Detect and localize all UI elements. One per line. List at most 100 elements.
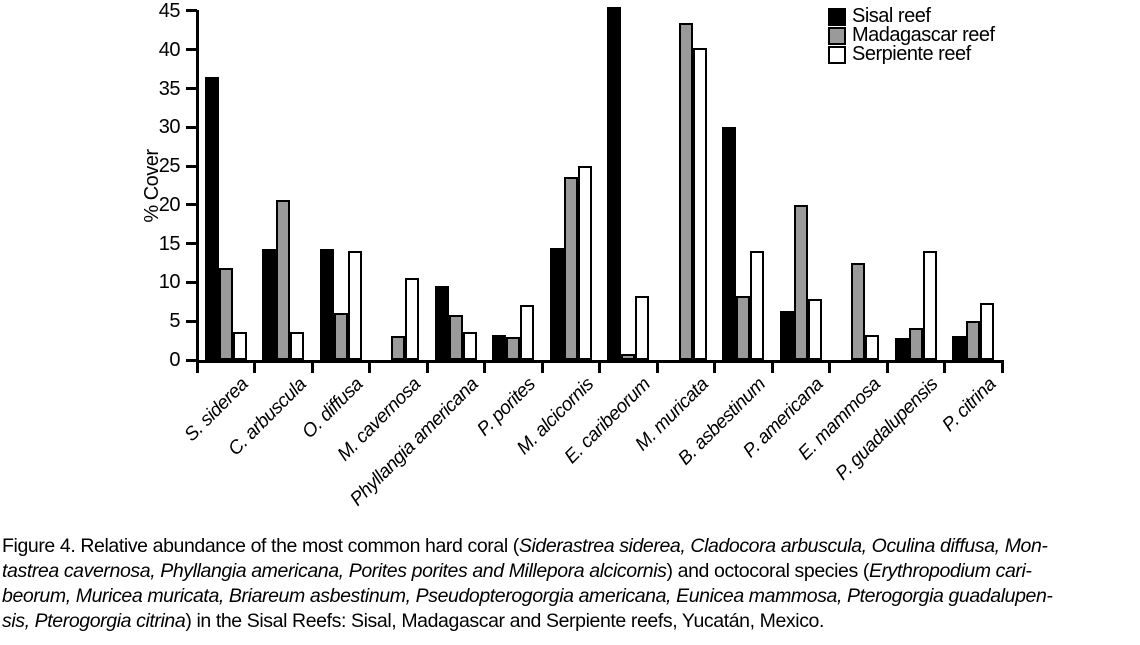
y-axis-tick [186, 164, 197, 168]
caption-text: Figure 4. Relative abundance of the most… [2, 535, 519, 557]
x-axis-tick [195, 360, 199, 373]
bar-madagascar-reef [333, 313, 348, 360]
legend-swatch-icon [828, 45, 846, 64]
x-axis-tick [598, 360, 601, 373]
x-category-label: P. citrina [938, 374, 1001, 436]
x-axis-tick [368, 360, 371, 373]
bar-sisal-reef [952, 335, 967, 360]
bar-madagascar-reef [621, 353, 636, 360]
bar-madagascar-reef [793, 204, 808, 360]
caption-species-text: beorum, Muricea muricata, Briareum asbes… [2, 585, 1053, 607]
x-axis-tick [483, 360, 486, 373]
y-tick-label: 20 [158, 193, 181, 216]
caption-text: ) in the Sisal Reefs: Sisal, Madagascar … [185, 610, 825, 632]
bar-sisal-reef [319, 249, 334, 360]
bar-sisal-reef [607, 7, 622, 360]
bar-serpiente-reef [635, 296, 650, 360]
y-tick-label: 0 [169, 349, 180, 371]
legend-label: Madagascar reef [852, 24, 995, 46]
y-axis-tick [186, 358, 197, 362]
y-tick-label: 30 [158, 116, 181, 139]
legend-label: Serpiente reef [852, 43, 971, 65]
legend-label: Sisal reef [852, 5, 931, 27]
bar-sisal-reef [549, 248, 564, 360]
bar-sisal-reef [262, 249, 277, 360]
caption-line: tastrea cavernosa, Phyllangia americana,… [2, 559, 1138, 584]
x-axis-tick [828, 360, 831, 373]
bar-madagascar-reef [506, 336, 521, 360]
bar-madagascar-reef [908, 328, 923, 360]
x-axis-tick [310, 360, 314, 373]
caption-line: sis, Pterogorgia citrina) in the Sisal R… [2, 609, 1138, 634]
y-tick-label: 10 [158, 271, 181, 294]
caption-species-text: sis, Pterogorgia citrina [2, 610, 186, 632]
x-axis-tick [540, 360, 544, 373]
y-tick-label: 5 [169, 310, 180, 333]
bar-serpiente-reef [520, 304, 535, 360]
bar-madagascar-reef [563, 176, 578, 360]
x-axis-tick [885, 360, 889, 373]
bar-sisal-reef [894, 337, 909, 360]
bar-madagascar-reef [851, 263, 866, 360]
x-axis-tick [770, 360, 774, 373]
bar-sisal-reef [492, 335, 507, 360]
caption-species-text: tastrea cavernosa, Phyllangia americana,… [2, 560, 667, 582]
bar-serpiente-reef [347, 250, 362, 360]
bar-serpiente-reef [692, 48, 707, 360]
legend-item: Sisal reef [828, 5, 995, 27]
bar-serpiente-reef [290, 332, 305, 360]
bar-serpiente-reef [577, 166, 592, 360]
legend-swatch-icon [828, 26, 846, 45]
bar-madagascar-reef [966, 321, 981, 360]
caption-species-text: Erythropodium cari- [868, 560, 1032, 582]
legend-swatch-icon [828, 7, 846, 26]
x-axis-tick [655, 360, 659, 373]
bar-madagascar-reef [448, 315, 463, 360]
y-axis-tick [186, 9, 197, 13]
legend: Sisal reef Madagascar reef Serpiente reef [828, 5, 995, 65]
bar-sisal-reef [204, 76, 219, 360]
x-axis-tick [943, 360, 946, 373]
bar-madagascar-reef [276, 200, 291, 360]
bar-serpiente-reef [980, 302, 995, 360]
bar-sisal-reef [722, 127, 737, 360]
y-tick-label: 25 [158, 155, 181, 178]
y-axis-tick [186, 242, 197, 246]
bar-madagascar-reef [736, 295, 751, 360]
bar-madagascar-reef [218, 268, 233, 360]
bar-serpiente-reef [462, 332, 477, 360]
caption-text: ) and octocoral species ( [666, 560, 870, 582]
y-axis-tick [186, 125, 197, 129]
y-axis-tick [186, 280, 197, 284]
x-axis-tick [253, 360, 256, 373]
bar-sisal-reef [434, 286, 449, 360]
bar-serpiente-reef [232, 332, 247, 360]
y-axis-line [195, 10, 199, 363]
y-axis-tick [186, 319, 197, 323]
bar-serpiente-reef [922, 251, 937, 360]
bar-madagascar-reef [678, 22, 693, 360]
legend-item: Madagascar reef [828, 24, 995, 46]
x-axis-tick [425, 360, 429, 373]
legend-item: Serpiente reef [828, 43, 995, 65]
figure-caption: Figure 4. Relative abundance of the most… [2, 534, 1138, 634]
bar-madagascar-reef [391, 335, 406, 360]
caption-species-text: Siderastrea siderea, Cladocora arbuscula… [518, 535, 1048, 557]
y-tick-label: 35 [158, 77, 181, 100]
y-axis-tick [186, 203, 197, 207]
bar-serpiente-reef [865, 335, 880, 360]
y-tick-label: 45 [158, 0, 181, 22]
x-axis-tick [713, 360, 716, 373]
bar-serpiente-reef [405, 277, 420, 360]
y-tick-label: 40 [158, 38, 181, 61]
y-axis-tick [186, 48, 197, 52]
x-category-label: P. guadalupensis [832, 374, 943, 485]
bar-serpiente-reef [807, 298, 822, 360]
bar-sisal-reef [779, 311, 794, 360]
caption-line: Figure 4. Relative abundance of the most… [2, 534, 1138, 559]
y-tick-label: 15 [158, 232, 181, 255]
bar-serpiente-reef [750, 251, 765, 360]
x-axis-tick [1000, 360, 1004, 373]
y-axis-tick [186, 87, 197, 91]
